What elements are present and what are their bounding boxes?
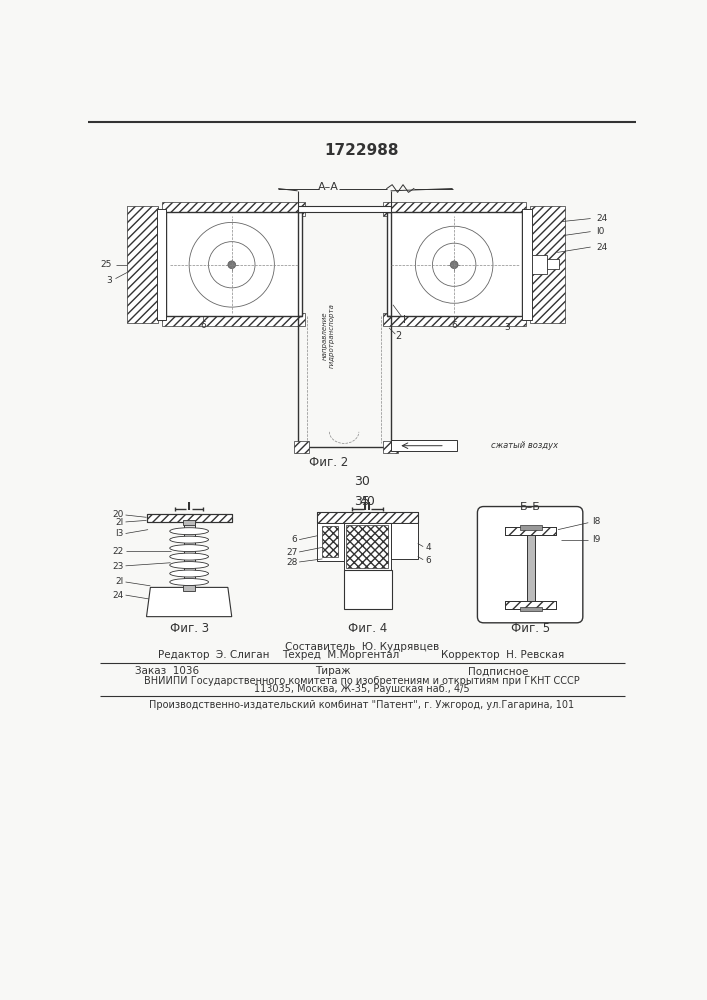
- Bar: [162, 202, 305, 216]
- Bar: [146, 514, 232, 522]
- Text: 35: 35: [354, 495, 370, 508]
- Text: 20: 20: [112, 510, 123, 519]
- Text: 2I: 2I: [115, 518, 123, 527]
- Text: Фиг. 3: Фиг. 3: [170, 622, 209, 635]
- Ellipse shape: [170, 536, 209, 543]
- Text: 28: 28: [286, 558, 298, 567]
- Ellipse shape: [170, 562, 209, 569]
- Text: 6: 6: [426, 556, 431, 565]
- Text: 24: 24: [112, 591, 123, 600]
- Ellipse shape: [170, 579, 209, 585]
- Text: 27: 27: [286, 548, 298, 557]
- Text: сжатый воздух: сжатый воздух: [491, 441, 559, 450]
- Bar: [146, 514, 232, 522]
- Text: 30: 30: [354, 475, 370, 488]
- Bar: [346, 525, 388, 568]
- Bar: [522, 209, 532, 320]
- Bar: [184, 522, 194, 586]
- Text: I3: I3: [115, 529, 123, 538]
- Bar: [184, 522, 194, 586]
- Bar: [183, 585, 195, 591]
- Bar: [322, 526, 338, 557]
- Text: 4: 4: [426, 543, 431, 552]
- FancyBboxPatch shape: [477, 507, 583, 623]
- Text: I9: I9: [592, 535, 600, 544]
- Text: Фиг. 2: Фиг. 2: [309, 456, 349, 469]
- Text: Фиг. 4: Фиг. 4: [348, 622, 387, 635]
- Polygon shape: [146, 587, 232, 617]
- Bar: [520, 525, 542, 530]
- Bar: [317, 512, 418, 523]
- Ellipse shape: [170, 545, 209, 552]
- Text: направление
гидротранспорта: направление гидротранспорта: [322, 303, 335, 368]
- Circle shape: [450, 261, 458, 269]
- Bar: [344, 570, 392, 609]
- Text: I0: I0: [596, 227, 604, 236]
- Bar: [383, 202, 526, 216]
- Text: 1722988: 1722988: [325, 143, 399, 158]
- Text: I8: I8: [592, 517, 600, 526]
- Text: 24: 24: [596, 243, 607, 252]
- Bar: [156, 209, 166, 320]
- Bar: [527, 535, 534, 601]
- Bar: [506, 527, 556, 535]
- Ellipse shape: [170, 570, 209, 577]
- Bar: [293, 441, 309, 453]
- Bar: [317, 512, 418, 523]
- Text: А–А: А–А: [318, 182, 339, 192]
- Text: 3: 3: [504, 323, 510, 332]
- Text: II: II: [363, 502, 371, 512]
- Text: 6: 6: [200, 321, 206, 330]
- Text: 6: 6: [451, 321, 457, 330]
- Bar: [532, 255, 547, 274]
- Text: Составитель  Ю. Кудрявцев: Составитель Ю. Кудрявцев: [285, 642, 439, 652]
- Text: 3: 3: [106, 276, 112, 285]
- Bar: [183, 520, 195, 525]
- Bar: [344, 523, 391, 570]
- Text: Заказ  1036: Заказ 1036: [135, 666, 199, 676]
- Text: ВНИИПИ Государственного комитета по изобретениям и открытиям при ГКНТ СССР: ВНИИПИ Государственного комитета по изоб…: [144, 676, 580, 686]
- Text: 24: 24: [596, 214, 607, 223]
- Bar: [162, 312, 305, 326]
- Bar: [391, 523, 418, 559]
- Text: Подписное: Подписное: [468, 666, 529, 676]
- Bar: [547, 259, 559, 269]
- Bar: [530, 206, 565, 323]
- Text: 113035, Москва, Ж-35, Раушская наб., 4/5: 113035, Москва, Ж-35, Раушская наб., 4/5: [254, 684, 469, 694]
- Text: 25: 25: [100, 260, 112, 269]
- Text: Корректор  Н. Ревская: Корректор Н. Ревская: [441, 650, 564, 660]
- Ellipse shape: [170, 553, 209, 560]
- Bar: [506, 601, 556, 609]
- Bar: [166, 212, 301, 316]
- Bar: [383, 441, 398, 453]
- Bar: [506, 601, 556, 609]
- Bar: [506, 527, 556, 535]
- Text: Производственно-издательский комбинат "Патент", г. Ужгород, ул.Гагарина, 101: Производственно-издательский комбинат "П…: [149, 700, 575, 710]
- Text: 2I: 2I: [115, 578, 123, 586]
- Text: Тираж: Тираж: [315, 666, 350, 676]
- Bar: [391, 440, 457, 451]
- Text: 23: 23: [112, 562, 123, 571]
- Bar: [520, 607, 542, 611]
- Bar: [527, 535, 534, 601]
- Bar: [383, 312, 526, 326]
- Bar: [298, 206, 391, 212]
- Text: Техред  М.Моргентал: Техред М.Моргентал: [282, 650, 399, 660]
- Text: 2: 2: [395, 331, 402, 341]
- Bar: [317, 523, 344, 561]
- Text: I: I: [403, 315, 406, 325]
- Bar: [127, 206, 158, 323]
- Text: Фиг. 5: Фиг. 5: [510, 622, 549, 635]
- Text: 22: 22: [112, 547, 123, 556]
- Ellipse shape: [170, 528, 209, 535]
- Text: Б–Б: Б–Б: [520, 502, 541, 512]
- Circle shape: [228, 261, 235, 269]
- Text: 40: 40: [359, 495, 375, 508]
- Text: 6: 6: [292, 535, 298, 544]
- Text: I: I: [187, 502, 191, 512]
- Text: Редактор  Э. Слиган: Редактор Э. Слиган: [158, 650, 269, 660]
- Bar: [387, 212, 522, 316]
